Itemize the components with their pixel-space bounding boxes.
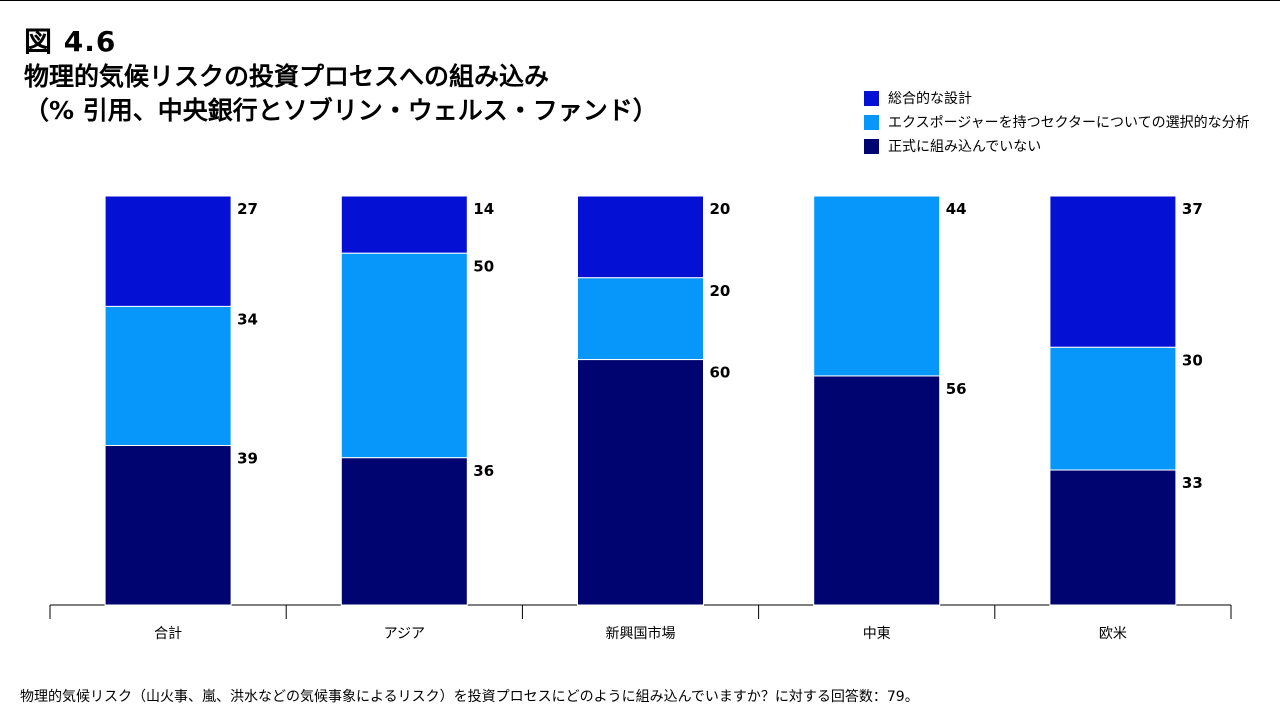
bar-segment	[104, 305, 232, 446]
legend-label-selective: エクスポージャーを持つセクターについての選択的な分析	[888, 115, 1250, 131]
data-label: 34	[237, 310, 258, 328]
chart-title-line-1: 物理的気候リスクの投資プロセスへの組み込み	[24, 62, 550, 91]
data-label: 30	[1182, 351, 1203, 369]
bar-segment	[340, 195, 468, 254]
x-tick-label: 中東	[863, 626, 891, 642]
figure-number: 図 4.6	[24, 25, 117, 58]
legend-swatch-not-integrated	[864, 138, 879, 154]
legend-item-selective: エクスポージャーを持つセクターについての選択的な分析	[864, 110, 1250, 134]
x-tick-label: 欧米	[1099, 626, 1127, 642]
data-label: 60	[710, 364, 731, 382]
top-rule	[0, 0, 1280, 1]
data-label: 14	[473, 200, 494, 218]
bar-segment	[813, 195, 941, 377]
bar-segment	[813, 375, 941, 606]
bar-segment	[1049, 195, 1177, 348]
data-label: 20	[710, 200, 731, 218]
data-label: 39	[237, 449, 258, 467]
x-tick-label: アジア	[384, 626, 425, 642]
bar-segment	[340, 457, 468, 606]
data-label: 37	[1182, 200, 1203, 218]
bar-segment	[1049, 469, 1177, 606]
data-label: 20	[710, 282, 731, 300]
data-label: 36	[473, 462, 494, 480]
data-label: 33	[1182, 474, 1203, 492]
legend: 総合的な設計 エクスポージャーを持つセクターについての選択的な分析 正式に組み込…	[864, 86, 1250, 158]
chart-title: 物理的気候リスクの投資プロセスへの組み込み （% 引用、中央銀行とソブリン・ウェ…	[24, 60, 784, 128]
footnote: 物理的気候リスク（山火事、嵐、洪水などの気候事象によるリスク）を投資プロセスにど…	[20, 689, 919, 705]
legend-item-comprehensive: 総合的な設計	[864, 86, 1250, 110]
stacked-bar-chart: 27 34 39 合計 14 50 36 アジア 20 20 60 新興国市場 44 56 中東 37 30 33…	[49, 195, 1232, 642]
legend-label-comprehensive: 総合的な設計	[888, 91, 972, 107]
data-label: 50	[473, 257, 494, 275]
bar-segment	[1049, 346, 1177, 471]
bar-segment	[104, 444, 232, 606]
x-tick-label: 新興国市場	[606, 625, 676, 642]
data-label: 56	[946, 380, 967, 398]
bar-segment	[104, 195, 232, 307]
legend-swatch-comprehensive	[864, 90, 879, 106]
legend-label-not-integrated: 正式に組み込んでいない	[888, 139, 1042, 155]
bar-segment	[577, 195, 704, 279]
bar-segment	[340, 252, 468, 459]
bar-segment	[577, 277, 704, 361]
chart-title-line-2: （% 引用、中央銀行とソブリン・ウェルス・ファンド）	[24, 96, 658, 125]
legend-swatch-selective	[864, 114, 879, 130]
data-label: 44	[946, 200, 967, 218]
legend-item-not-integrated: 正式に組み込んでいない	[864, 134, 1250, 158]
data-label: 27	[237, 200, 258, 218]
bar-segment	[577, 359, 704, 606]
x-tick-label: 合計	[154, 626, 182, 642]
